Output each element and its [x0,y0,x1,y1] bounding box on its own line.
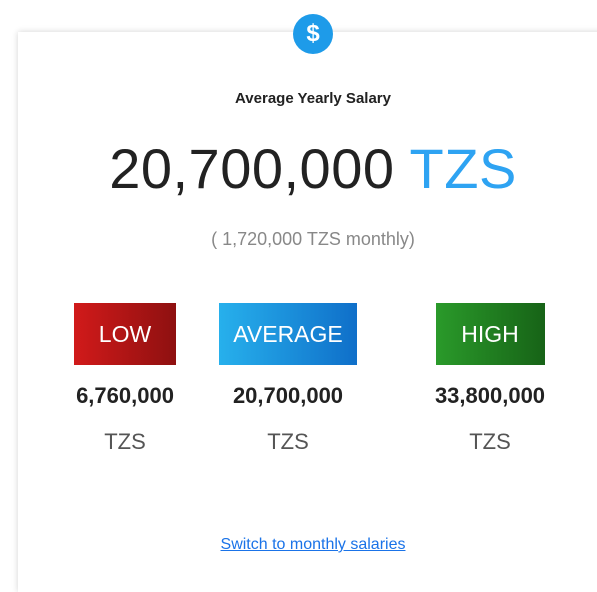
title: Average Yearly Salary [235,90,391,107]
range-unit: TZS [267,429,309,454]
range-value: 20,700,000 [232,383,344,408]
range-value: 33,800,000 [434,383,546,408]
monthly: ( 1,720,000 TZS monthly) [211,229,415,249]
range-low: LOW 6,760,000 TZS [54,303,196,455]
amount-value: 20,700,000 [109,137,395,200]
page: {"icon": "$", "title": "Average Yearly S… [18,14,597,553]
dollar-icon: $ [293,14,333,54]
range-average: AVERAGE 20,700,000 TZS [208,303,368,455]
amount-currency: TZS [409,137,517,200]
range-value: 6,760,000 [76,383,174,408]
range-high: HIGH 33,800,000 TZS [410,303,570,455]
range-label: AVERAGE [219,303,357,365]
range-unit: TZS [469,429,511,454]
range-label: HIGH [435,303,545,365]
range-label: LOW [74,303,176,365]
switch-link[interactable]: Switch to monthly salaries [220,536,406,553]
amount: 20,700,000 TZS [18,136,597,201]
range-unit: TZS [104,429,146,454]
